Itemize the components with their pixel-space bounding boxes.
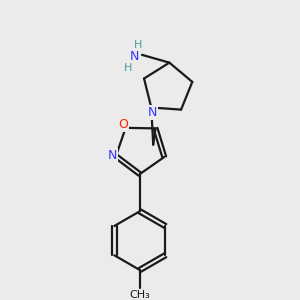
- Text: O: O: [118, 118, 128, 131]
- Text: H: H: [134, 40, 142, 50]
- Text: H: H: [124, 63, 133, 73]
- Text: N: N: [148, 106, 157, 119]
- Text: N: N: [107, 148, 117, 162]
- Text: N: N: [130, 50, 139, 63]
- Text: CH₃: CH₃: [129, 290, 150, 300]
